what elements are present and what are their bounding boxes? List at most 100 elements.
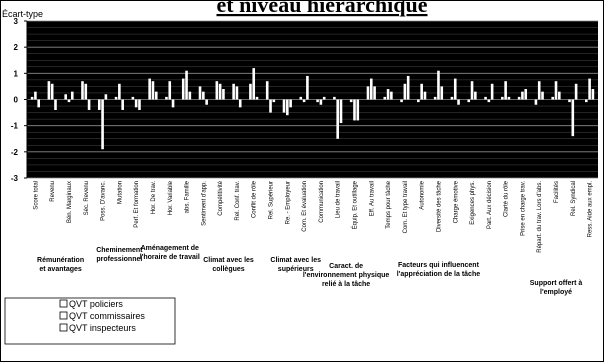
bar-qvt-policiers <box>467 99 471 103</box>
group-label: l'employé <box>540 289 572 296</box>
chart-title: et niveau hiérarchique <box>216 0 427 17</box>
group-label: supérieurs <box>278 266 314 273</box>
bar-qvt-commissaires <box>34 91 37 100</box>
x-tick-label: abs. Famille <box>185 180 191 213</box>
x-tick-label: Score total <box>33 181 39 210</box>
bar-qvt-commissaires <box>470 81 474 100</box>
bar-qvt-commissaires <box>151 81 155 100</box>
bar-qvt-inspecteurs <box>507 96 511 100</box>
bar-qvt-commissaires <box>504 81 507 100</box>
bar-qvt-inspecteurs <box>87 99 91 110</box>
bar-qvt-policiers <box>282 99 286 113</box>
group-label: collègues <box>212 266 244 273</box>
bar-qvt-policiers <box>30 96 34 100</box>
x-tick-label: Com. Et évaluation <box>302 181 308 232</box>
bar-qvt-policiers <box>333 96 336 100</box>
bar-qvt-commissaires <box>134 99 138 108</box>
legend-swatch <box>59 299 68 308</box>
bar-qvt-policiers <box>181 78 185 100</box>
x-tick-label: Lieu de travail <box>336 181 342 218</box>
x-tick-label: Part. Aux décision <box>487 181 493 229</box>
bar-qvt-commissaires <box>185 70 188 100</box>
bar-qvt-inspecteurs <box>205 99 208 105</box>
bar-qvt-commissaires <box>84 83 88 100</box>
bar-qvt-policiers <box>484 96 487 100</box>
bar-qvt-policiers <box>131 96 135 100</box>
bar-qvt-commissaires <box>218 83 222 100</box>
bar-qvt-policiers <box>47 81 51 100</box>
bar-qvt-policiers <box>215 81 219 100</box>
bar-qvt-commissaires <box>420 83 423 100</box>
group-label: l'appréciation de la tâche <box>397 271 480 278</box>
x-tick-label: Bén. Marginaux <box>67 181 73 223</box>
bar-qvt-inspecteurs <box>339 99 343 124</box>
bar-qvt-policiers <box>165 96 168 100</box>
bar-qvt-commissaires <box>537 81 541 100</box>
bar-qvt-inspecteurs <box>524 89 528 100</box>
group-label: Cheminement <box>96 247 143 254</box>
legend-box <box>4 297 176 345</box>
bar-qvt-policiers <box>383 96 387 100</box>
bar-qvt-commissaires <box>252 68 256 100</box>
bar-qvt-commissaires <box>67 99 71 103</box>
x-tick-label: Répart. du trav. Lors d'abs. <box>537 181 543 253</box>
bar-qvt-policiers <box>400 99 403 103</box>
bar-qvt-commissaires <box>403 83 407 100</box>
x-tick-label: Rel. Conf. trav. <box>235 181 241 221</box>
legend-label: QVT commissaires <box>69 311 145 321</box>
bar-qvt-inspecteurs <box>591 89 595 100</box>
bar-qvt-commissaires <box>353 99 356 121</box>
x-tick-label: Perf. Et formation <box>134 181 140 228</box>
bar-qvt-policiers <box>349 99 353 103</box>
bar-qvt-inspecteurs <box>390 91 393 100</box>
x-tick-label: Hor. Variable <box>168 180 174 215</box>
bar-qvt-commissaires <box>235 86 239 100</box>
bar-qvt-inspecteurs <box>490 83 494 100</box>
bar-qvt-commissaires <box>336 99 339 139</box>
group-label: Climat avec les <box>203 257 254 264</box>
x-tick-label: Mutation <box>117 181 123 204</box>
bar-qvt-inspecteurs <box>474 91 477 100</box>
x-tick-label: Facilités <box>554 181 560 203</box>
bar-qvt-policiers <box>265 81 269 100</box>
bar-qvt-inspecteurs <box>406 75 410 100</box>
bar-qvt-commissaires <box>168 81 172 100</box>
bar-qvt-commissaires <box>588 78 591 100</box>
x-tick-label: Sentiment d'app. <box>201 181 207 226</box>
bar-qvt-policiers <box>114 96 118 100</box>
x-tick-label: Poss. D'avanc. <box>101 181 107 221</box>
bar-qvt-commissaires <box>202 91 205 100</box>
bar-qvt-commissaires <box>487 99 491 103</box>
group-label: Aménagement de <box>141 245 199 252</box>
bar-qvt-commissaires <box>118 83 121 100</box>
x-tick-label: Prise en charge trav. <box>520 181 526 236</box>
group-label: relié à la tâche <box>322 281 370 288</box>
bar-qvt-policiers <box>433 96 437 100</box>
x-tick-label: Exigences phys. <box>470 181 476 225</box>
bar-qvt-inspecteurs <box>138 99 141 110</box>
bar-qvt-policiers <box>450 96 454 100</box>
y-tick-label: 3 <box>14 17 19 26</box>
x-tick-label: Diversité des tâche <box>436 180 442 232</box>
bar-qvt-inspecteurs <box>37 99 40 108</box>
bar-qvt-inspecteurs <box>356 99 360 121</box>
bar-qvt-commissaires <box>437 70 440 100</box>
bar-qvt-commissaires <box>369 78 373 100</box>
bar-qvt-commissaires <box>554 81 558 100</box>
bar-qvt-commissaires <box>571 99 575 137</box>
group-label: Caract. de <box>329 263 363 270</box>
bar-qvt-policiers <box>517 96 521 100</box>
bar-qvt-inspecteurs <box>171 99 175 108</box>
group-label: professionnel <box>96 256 142 263</box>
bar-qvt-commissaires <box>319 99 323 105</box>
x-tick-label: Conflit de rôle <box>252 180 258 218</box>
bar-qvt-inspecteurs <box>558 91 561 100</box>
y-tick-label: -3 <box>11 174 19 183</box>
bar-qvt-inspecteurs <box>289 99 292 108</box>
bar-qvt-inspecteurs <box>306 75 309 100</box>
x-tick-label: Séc. Revenu <box>84 181 90 215</box>
y-tick-label: -1 <box>11 122 19 131</box>
group-label: Rémunération <box>37 257 84 264</box>
x-tick-label: Charge émotive <box>453 180 459 223</box>
legend-label: QVT policiers <box>69 299 123 309</box>
